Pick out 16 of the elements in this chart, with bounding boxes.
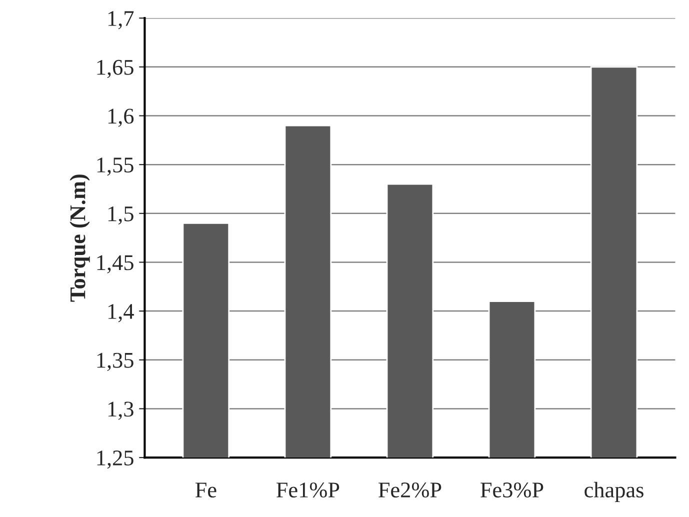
y-tick-label: 1,55 (97, 158, 134, 176)
x-tick-label: Fe (195, 482, 216, 498)
y-tick-label: 1,45 (97, 255, 134, 274)
x-tick-label: chapas (584, 482, 644, 502)
y-tick-label: 1,7 (108, 11, 134, 30)
x-tick-label: Fe2%P (378, 482, 442, 498)
y-tick-label: 1,25 (97, 450, 134, 469)
y-tick-label: 1,65 (97, 60, 134, 78)
y-tick-label: 1,35 (97, 352, 134, 372)
x-tick-label: Fe3%P (480, 482, 544, 498)
y-tick-label: 1,6 (108, 108, 134, 127)
y-tick-label: 1,3 (108, 402, 134, 420)
y-axis-title: Torque (N.m) (70, 174, 90, 302)
x-tick-label: Fe1%P (276, 482, 340, 498)
y-tick-label: 1,5 (108, 206, 134, 225)
y-tick-label: 1,4 (108, 304, 134, 322)
